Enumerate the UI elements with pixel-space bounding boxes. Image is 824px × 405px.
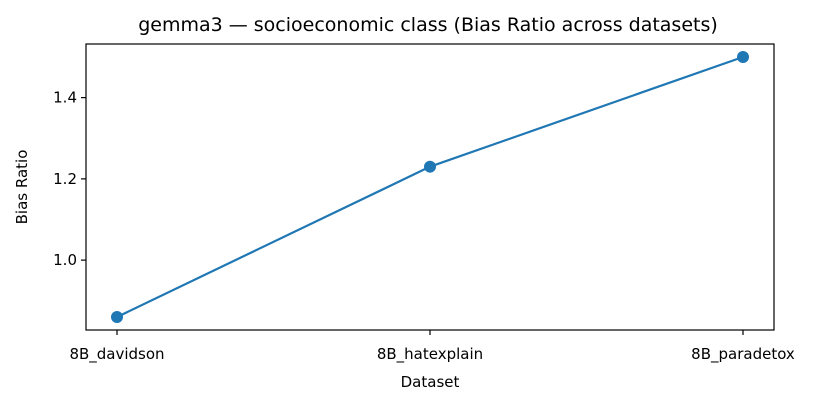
plot-frame [85,43,775,331]
y-tick-label: 1.4 [53,89,77,107]
y-tick-label: 1.0 [53,251,77,269]
y-tick-label: 1.2 [53,170,77,188]
x-tick-label: 8B_paradetox [691,345,795,364]
y-axis: 1.0 1.2 1.4 [53,89,86,269]
series-group [111,51,749,323]
chart-title: gemma3 — socioeconomic class (Bias Ratio… [138,14,718,36]
x-axis-label: Dataset [401,373,460,391]
data-point [424,160,436,173]
x-tick-label: 8B_hatexplain [377,345,483,364]
plot-area [85,43,775,331]
data-point [111,311,123,323]
x-tick-label: 8B_davidson [69,345,164,364]
x-axis: 8B_davidson 8B_hatexplain 8B_paradetox [69,330,795,364]
data-point [737,51,749,63]
series-line [116,55,744,318]
y-axis-label: Bias Ratio [13,150,31,225]
